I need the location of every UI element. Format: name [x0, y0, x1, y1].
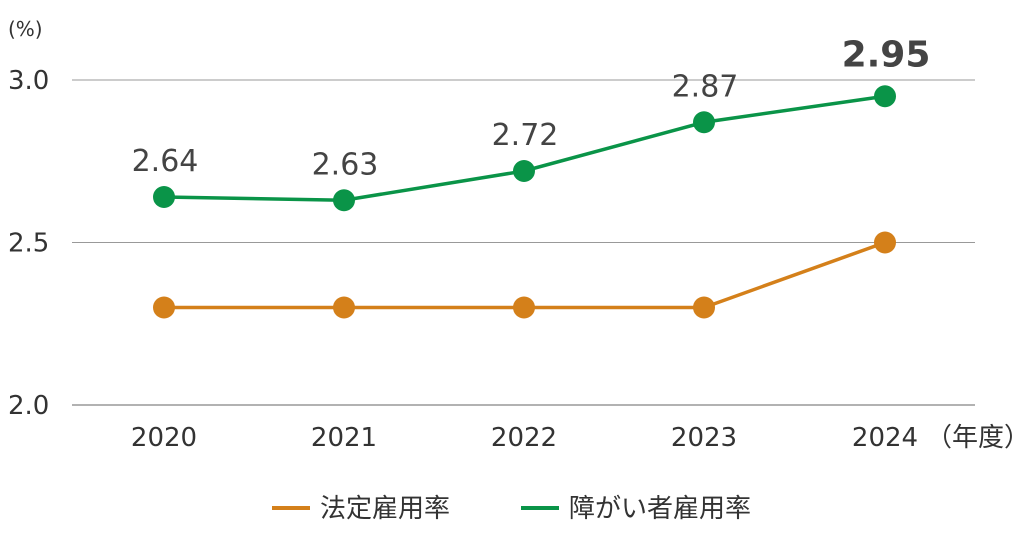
data-point [874, 231, 896, 254]
data-point [333, 296, 355, 319]
data-label: 2.63 [312, 147, 379, 182]
x-tick-label: 2022 [491, 423, 557, 453]
legend-label: 法定雇用率 [320, 494, 450, 524]
axes: 2.0 2.5 3.0 2020 2021 2022 2023 2024 [8, 66, 918, 453]
series [153, 85, 896, 319]
data-label: 2.87 [672, 69, 739, 104]
data-point [513, 296, 535, 319]
x-tick-label: 2023 [671, 423, 737, 453]
legend: 法定雇用率 障がい者雇用率 [272, 494, 751, 524]
y-tick-label: 2.0 [8, 391, 49, 421]
data-point [513, 160, 535, 182]
data-point [874, 85, 896, 108]
data-label: 2.72 [492, 118, 559, 153]
data-point [153, 186, 175, 208]
gridlines [72, 79, 975, 406]
x-tick-label: 2024 [852, 423, 918, 453]
y-axis-unit: (%) [8, 17, 43, 41]
data-point [153, 296, 175, 319]
data-point [693, 111, 715, 134]
data-label: 2.64 [132, 144, 199, 179]
x-tick-label: 2021 [311, 423, 377, 453]
y-tick-label: 2.5 [8, 229, 49, 259]
x-tick-label: 2020 [131, 423, 197, 453]
data-label: 2.95 [842, 34, 931, 75]
data-point [333, 189, 355, 212]
x-axis-unit: （年度） [926, 423, 1017, 453]
data-labels: 2.64 2.63 2.72 2.87 2.95 [132, 34, 931, 182]
y-tick-label: 3.0 [8, 66, 49, 96]
legend-label: 障がい者雇用率 [569, 494, 751, 524]
data-point [693, 296, 715, 319]
